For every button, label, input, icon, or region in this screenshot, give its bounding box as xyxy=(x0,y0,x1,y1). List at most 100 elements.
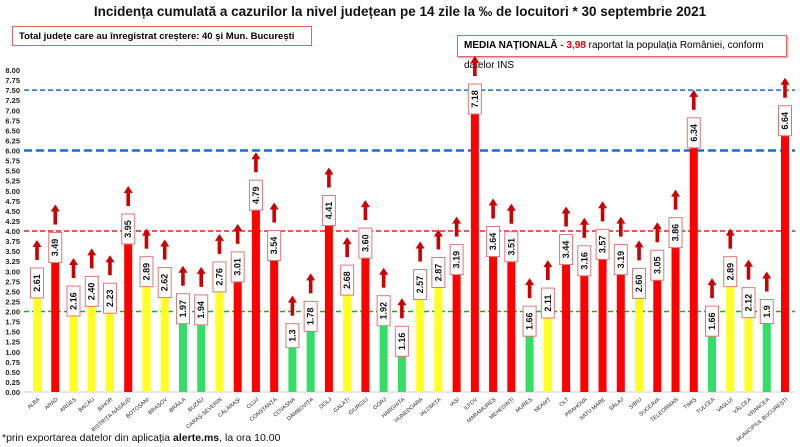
category-label: GORJ xyxy=(372,397,388,412)
national-average-box: MEDIA NAȚIONALĂ - 3,98 raportat la popul… xyxy=(457,35,787,71)
y-tick-label: 6.25 xyxy=(5,136,20,145)
trend-arrow-up-icon xyxy=(160,239,170,247)
data-label: 2.62 xyxy=(160,274,170,292)
trend-arrow-shaft xyxy=(290,301,295,316)
trend-arrow-shaft xyxy=(600,207,605,222)
bar xyxy=(434,276,443,392)
y-tick-label: 1.75 xyxy=(5,318,20,327)
footnote-prefix: *prin exportarea datelor din aplicația xyxy=(2,432,174,444)
bar xyxy=(635,287,644,392)
data-label-box xyxy=(668,217,683,249)
data-label-box xyxy=(321,194,336,226)
category-label: ALBA xyxy=(27,397,42,411)
trend-arrow-up-icon xyxy=(652,222,662,230)
trend-arrow-up-icon xyxy=(707,278,717,286)
national-label: MEDIA NAȚIONALĂ xyxy=(464,40,558,51)
bar xyxy=(160,286,169,392)
data-label: 2.16 xyxy=(68,292,78,310)
data-label-box xyxy=(778,105,792,137)
y-tick-label: 7.25 xyxy=(5,96,20,105)
trend-arrow-shaft xyxy=(509,209,514,224)
trend-arrow-shaft xyxy=(345,243,349,258)
bar xyxy=(689,136,698,392)
bar xyxy=(762,315,771,392)
data-label: 6.34 xyxy=(689,124,699,142)
trend-arrow-shaft xyxy=(126,192,131,207)
data-label: 1.97 xyxy=(178,300,188,318)
category-label: ARGEȘ xyxy=(59,397,78,414)
y-tick-label: 2.25 xyxy=(5,297,20,306)
bar xyxy=(598,248,607,392)
data-label-box xyxy=(84,275,99,307)
data-label: 2.61 xyxy=(32,274,42,292)
national-value: 3,98 xyxy=(566,40,586,51)
bar xyxy=(562,253,571,392)
data-label-box xyxy=(723,256,738,288)
data-label: 2.89 xyxy=(141,263,151,281)
bar xyxy=(178,312,187,392)
trend-arrow-shaft xyxy=(527,284,532,299)
category-label: CLUJ xyxy=(246,397,261,411)
data-label-box xyxy=(467,83,482,115)
bar xyxy=(580,264,589,392)
trend-arrow-shaft xyxy=(53,210,58,225)
y-tick-label: 0.00 xyxy=(5,388,20,397)
data-label-box xyxy=(102,282,117,314)
y-tick-label: 0.25 xyxy=(5,378,20,387)
data-label-box xyxy=(139,256,154,288)
data-label: 2.57 xyxy=(415,276,425,294)
data-label: 3.95 xyxy=(123,220,133,238)
trend-arrow-up-icon xyxy=(87,248,97,256)
data-label-box xyxy=(632,267,647,299)
trend-arrow-shaft xyxy=(691,95,696,110)
trend-arrow-shaft xyxy=(637,246,641,261)
bar xyxy=(671,236,680,392)
data-label-box xyxy=(759,299,774,325)
bar xyxy=(744,306,753,392)
data-label: 1.66 xyxy=(707,312,717,330)
data-label-box xyxy=(486,225,501,257)
bar xyxy=(416,288,425,392)
trend-arrow-shaft xyxy=(35,245,39,260)
data-label: 3.51 xyxy=(506,238,516,256)
bar xyxy=(343,284,352,392)
y-tick-label: 4.50 xyxy=(5,207,20,216)
data-label: 3.19 xyxy=(616,251,626,269)
trend-arrow-up-icon xyxy=(616,216,626,224)
trend-arrow-up-icon xyxy=(579,217,589,225)
category-label: GIURGIU xyxy=(348,397,370,417)
data-label-box xyxy=(705,305,720,337)
y-tick-label: 4.75 xyxy=(5,197,20,206)
increase-count-box: Total județe care au înregistrat creșter… xyxy=(12,26,312,46)
bar xyxy=(489,245,498,392)
data-label-box xyxy=(358,227,373,259)
y-tick-label: 8.00 xyxy=(5,66,20,75)
trend-arrow-shaft xyxy=(327,173,331,188)
trend-arrow-shaft xyxy=(254,158,258,173)
trend-arrow-shaft xyxy=(619,222,623,237)
trend-arrow-up-icon xyxy=(233,223,243,231)
national-text: raportat la populația României, conform … xyxy=(464,40,764,71)
trend-arrow-up-icon xyxy=(433,229,443,237)
trend-arrow-up-icon xyxy=(561,206,571,214)
category-label: DOLJ xyxy=(319,397,334,411)
trend-arrow-up-icon xyxy=(525,278,535,286)
footnote: *prin exportarea datelor din aplicația a… xyxy=(2,432,280,444)
category-label: MUREȘ xyxy=(515,397,534,415)
trend-arrow-up-icon xyxy=(762,271,772,279)
data-label: 2.60 xyxy=(634,275,644,293)
data-label: 2.76 xyxy=(214,268,224,286)
y-tick-label: 7.00 xyxy=(5,106,20,115)
data-label-box xyxy=(522,305,537,337)
y-tick-label: 5.00 xyxy=(5,187,20,196)
trend-arrow-shaft xyxy=(491,204,495,219)
data-label: 2.68 xyxy=(342,271,352,289)
trend-arrow-shaft xyxy=(655,228,660,243)
trend-arrow-shaft xyxy=(235,229,240,244)
trend-arrow-shaft xyxy=(728,234,733,249)
footnote-source: alerte.ms xyxy=(173,432,220,444)
bar xyxy=(470,103,479,392)
bar xyxy=(543,307,552,392)
trend-arrow-shaft xyxy=(199,272,203,287)
data-label-box xyxy=(376,295,391,327)
